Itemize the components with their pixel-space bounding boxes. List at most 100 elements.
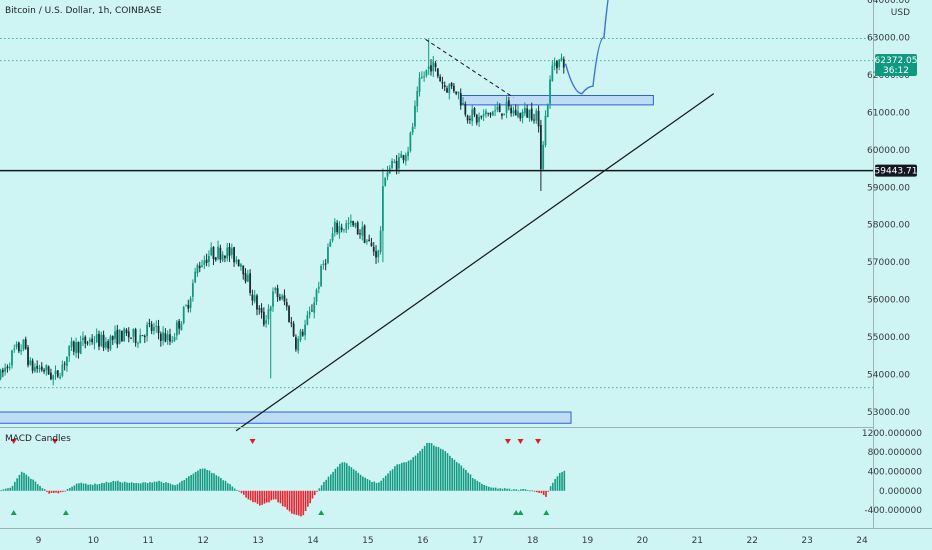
candle-body (393, 161, 396, 163)
candle-body (430, 65, 432, 72)
candle-body (343, 229, 345, 231)
candle (414, 100, 416, 129)
candle (546, 103, 549, 118)
last-price-tag (875, 53, 917, 76)
macd-bar (224, 480, 227, 491)
candle-body (185, 305, 187, 307)
candle-body (544, 115, 547, 146)
macd-bar (210, 472, 213, 491)
macd-bar (192, 473, 195, 491)
macd-bar (101, 482, 103, 491)
candle-body (210, 247, 213, 256)
candle-body (189, 298, 192, 308)
sell-signal-triangle (535, 439, 542, 444)
macd-bar (27, 476, 30, 491)
candle (17, 341, 20, 354)
candle (409, 131, 412, 153)
candle (544, 110, 547, 148)
macd-bar (513, 489, 515, 491)
candle (322, 260, 325, 270)
candle (443, 81, 446, 92)
indicator-title: MACD Candles (5, 434, 71, 444)
candle (86, 340, 89, 346)
macd-axis[interactable]: 1200.000000 800.000000 400.000000 0.000000 -… (862, 429, 922, 516)
candle (111, 335, 114, 345)
candle-body (361, 227, 364, 236)
candle-body (141, 335, 144, 337)
candle (185, 304, 187, 307)
price-tick-label: 59000.00 (867, 183, 910, 193)
time-tick-label: 16 (417, 536, 429, 546)
macd-bar (16, 478, 18, 491)
macd-bar (371, 482, 373, 491)
macd-bar (497, 488, 499, 491)
candle-body (52, 375, 55, 380)
candle-body (219, 247, 222, 260)
candle-body (175, 322, 178, 336)
candle (173, 333, 176, 343)
candle-body (436, 68, 439, 77)
candle-body (281, 295, 284, 299)
candle-body (432, 61, 435, 72)
candle-body (423, 76, 426, 78)
candle (224, 255, 226, 263)
candle-body (446, 88, 448, 93)
candle-body (1, 369, 4, 373)
candle (427, 39, 430, 75)
candle-body (68, 345, 71, 357)
candle (496, 101, 499, 113)
candle (104, 337, 107, 350)
macd-bar (483, 485, 485, 491)
candle-body (77, 342, 80, 353)
candle-body (233, 247, 235, 263)
macd-bar (533, 490, 536, 492)
macd-bar (103, 483, 105, 491)
candle-body (24, 339, 27, 349)
candle (98, 330, 100, 351)
candle-body (386, 172, 389, 177)
candle (331, 227, 334, 243)
candle (4, 363, 7, 376)
macd-bar (368, 480, 371, 491)
candle-body (457, 91, 460, 94)
macd-bar (352, 469, 355, 491)
candle-body (0, 370, 2, 379)
candle (379, 226, 382, 255)
candle (164, 328, 167, 343)
candle-body (93, 342, 96, 344)
macd-bar (430, 443, 433, 491)
candle-body (425, 69, 428, 76)
candle (523, 102, 526, 117)
candle (452, 82, 455, 94)
candle (169, 328, 171, 346)
candle-body (59, 376, 61, 379)
macd-bar (407, 460, 410, 491)
macd-bar (149, 482, 151, 491)
candle (416, 86, 419, 113)
macd-bar (558, 473, 561, 491)
candle-body (33, 367, 36, 372)
candle (11, 349, 13, 369)
candle (198, 261, 201, 273)
time-axis[interactable]: 9 10 11 12 13 14 15 16 17 18 19 20 21 22 23 24 (0, 528, 932, 547)
candle-body (66, 356, 68, 367)
macd-bar (552, 482, 554, 491)
macd-bar (18, 474, 21, 491)
price-tick-label: 54000.00 (867, 371, 910, 381)
macd-bar (41, 488, 44, 491)
candle-body (377, 250, 380, 258)
candle-body (452, 85, 455, 92)
candle (70, 337, 73, 351)
candle-body (411, 126, 414, 133)
candle (8, 362, 11, 371)
candle-body (70, 340, 73, 347)
macd-bar (155, 481, 158, 491)
candle (382, 168, 384, 263)
macd-bar (405, 462, 408, 491)
macd-bar (146, 483, 149, 491)
candle (235, 256, 238, 265)
macd-tick-label: -400.000000 (864, 506, 922, 516)
candle-body (146, 324, 148, 337)
macd-bar (130, 482, 133, 491)
